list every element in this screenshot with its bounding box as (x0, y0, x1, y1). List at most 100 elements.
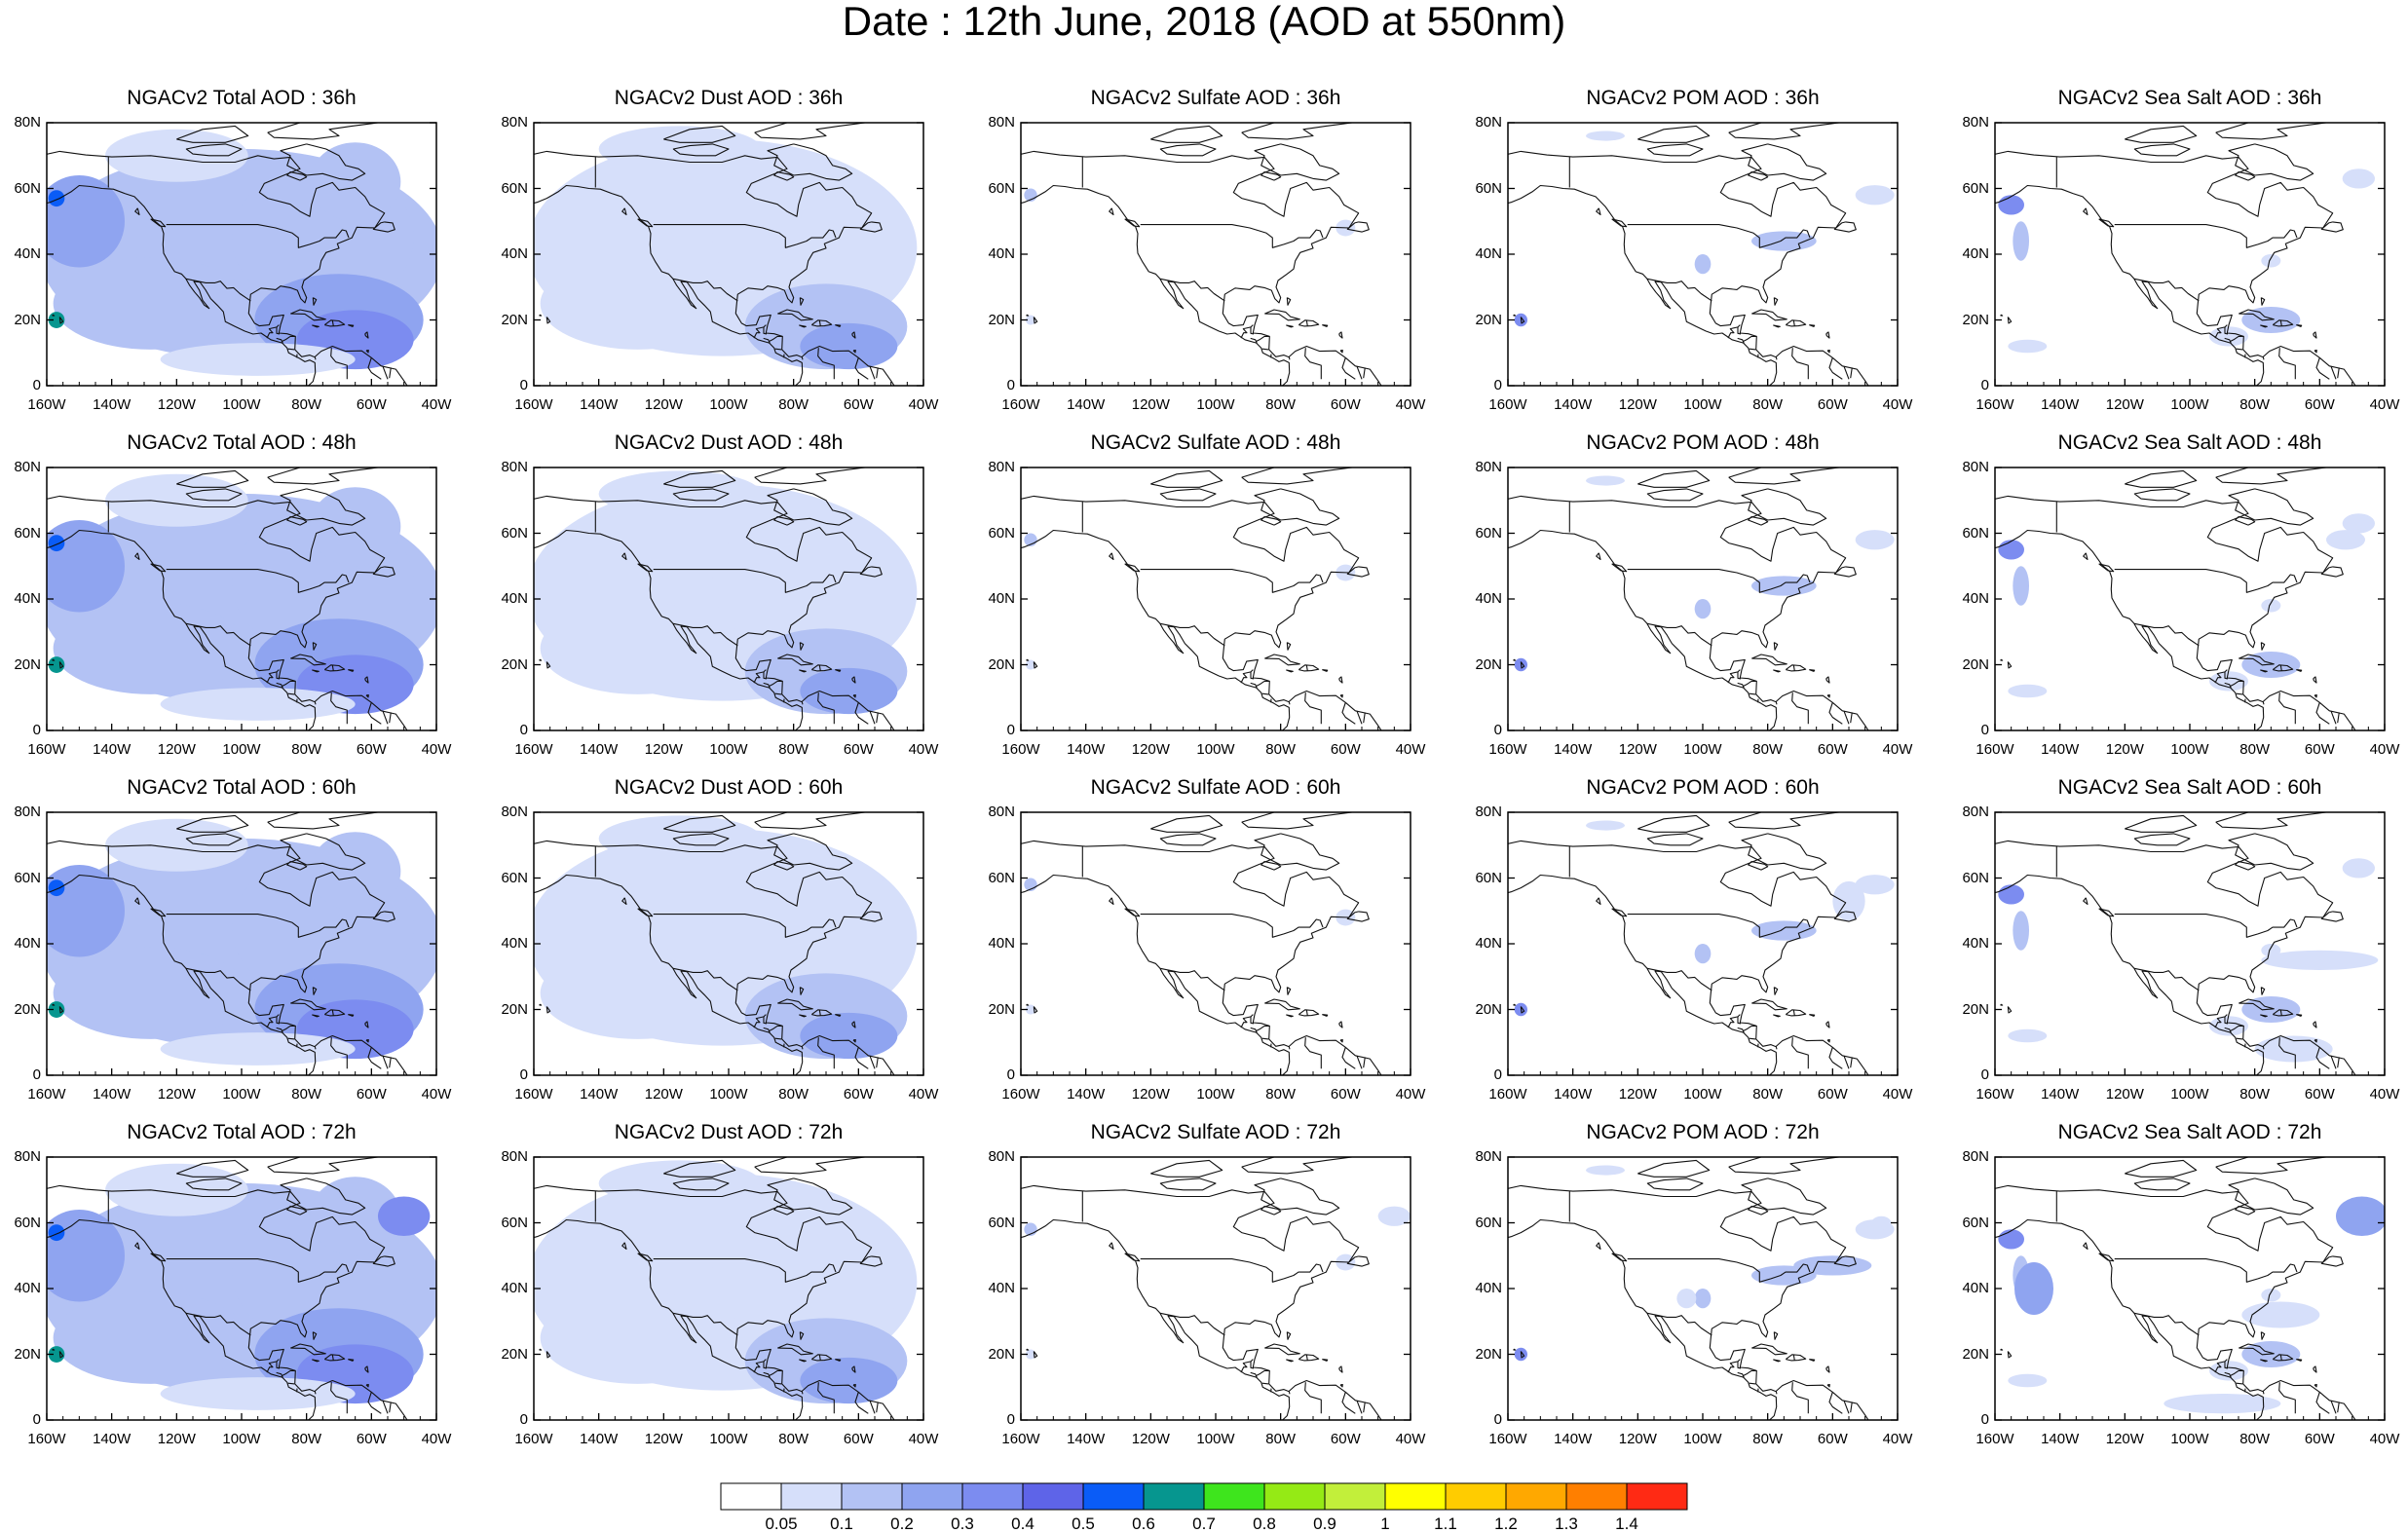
colorbar-tick-label: 0.8 (1243, 1515, 1286, 1533)
lon-tick-label: 160W (997, 397, 1044, 413)
colorbar-tick-label: 0.2 (881, 1515, 923, 1533)
lon-tick-label: 60W (1322, 1087, 1369, 1103)
coastline (1750, 1038, 1756, 1039)
lon-tick-label: 80W (283, 742, 330, 758)
colorbar-swatch (1204, 1483, 1264, 1510)
aod-map (1508, 1157, 1898, 1420)
lon-tick-label: 80W (2232, 1432, 2278, 1447)
lon-tick-label: 60W (835, 397, 882, 413)
lat-tick-label: 60N (0, 1215, 41, 1231)
coastline (2263, 1047, 2264, 1050)
coastline (288, 693, 295, 694)
coastline (2237, 1383, 2243, 1384)
aod-map (47, 467, 436, 730)
panel-title: NGACv2 Dust AOD : 72h (514, 1121, 943, 1144)
aod-contour (2261, 254, 2280, 268)
lon-tick-label: 140W (1063, 1087, 1110, 1103)
aod-contour (54, 947, 248, 1039)
lon-tick-label: 160W (1972, 1087, 2018, 1103)
lon-tick-label: 160W (1485, 1432, 1531, 1447)
lon-tick-label: 160W (510, 742, 557, 758)
lon-tick-label: 40W (2361, 1432, 2408, 1447)
panel-title: NGACv2 POM AOD : 36h (1488, 87, 1917, 110)
aod-contour (541, 1291, 735, 1384)
lon-tick-label: 160W (997, 1432, 1044, 1447)
lat-tick-label: 20N (1461, 1002, 1502, 1018)
lat-tick-label: 20N (974, 1347, 1015, 1363)
coastline (378, 1148, 436, 1149)
aod-contour (161, 343, 356, 376)
lon-tick-label: 120W (1127, 397, 1174, 413)
lon-tick-label: 120W (1127, 1087, 1174, 1103)
lon-tick-label: 160W (23, 397, 70, 413)
lon-tick-label: 140W (1550, 1432, 1597, 1447)
lon-tick-label: 60W (2296, 397, 2343, 413)
lat-tick-label: 40N (1461, 246, 1502, 262)
colorbar-swatch (1506, 1483, 1566, 1510)
lat-tick-label: 80N (1461, 115, 1502, 131)
lon-tick-label: 60W (348, 742, 395, 758)
lat-tick-label: 60N (487, 181, 528, 197)
colorbar-swatch (1325, 1483, 1385, 1510)
lon-tick-label: 40W (1874, 1087, 1921, 1103)
lon-tick-label: 80W (1258, 1432, 1304, 1447)
panel-title: NGACv2 Sea Salt AOD : 60h (1975, 776, 2404, 800)
lat-tick-label: 80N (1461, 804, 1502, 820)
aod-contour (541, 602, 735, 694)
lon-tick-label: 100W (705, 1432, 752, 1447)
lat-tick-label: 60N (0, 181, 41, 197)
lon-tick-label: 40W (900, 1432, 947, 1447)
lon-tick-label: 80W (2232, 742, 2278, 758)
lat-tick-label: 80N (487, 460, 528, 475)
coastline (1289, 1047, 1290, 1050)
aod-map (1021, 467, 1411, 730)
lon-tick-label: 40W (2361, 742, 2408, 758)
colorbar-swatch (1566, 1483, 1627, 1510)
aod-contour (2261, 599, 2280, 613)
lon-tick-label: 160W (1485, 742, 1531, 758)
coastline (1352, 114, 1411, 115)
lon-tick-label: 60W (1809, 1087, 1856, 1103)
lon-tick-label: 140W (1063, 742, 1110, 758)
aod-contour (54, 1291, 248, 1384)
lon-tick-label: 140W (1550, 397, 1597, 413)
aod-contour (49, 1224, 65, 1241)
lon-tick-label: 160W (23, 1087, 70, 1103)
colorbar-tick-label: 0.7 (1183, 1515, 1225, 1533)
lon-tick-label: 140W (2037, 397, 2084, 413)
lon-tick-label: 120W (1614, 1432, 1661, 1447)
lon-tick-label: 140W (1550, 742, 1597, 758)
aod-map (1995, 812, 2385, 1075)
lon-tick-label: 140W (576, 742, 622, 758)
lat-tick-label: 40N (0, 1281, 41, 1296)
lat-tick-label: 20N (0, 313, 41, 328)
lat-tick-label: 80N (0, 1149, 41, 1165)
lon-tick-label: 120W (1614, 742, 1661, 758)
lat-tick-label: 80N (0, 804, 41, 820)
lon-tick-label: 140W (1063, 1432, 1110, 1447)
panel-title: NGACv2 Dust AOD : 60h (514, 776, 943, 800)
lat-tick-label: 60N (1461, 1215, 1502, 1231)
lat-tick-label: 80N (487, 1149, 528, 1165)
lon-tick-label: 100W (1192, 1087, 1239, 1103)
lon-tick-label: 40W (413, 1432, 460, 1447)
colorbar-tick-label: 1.2 (1485, 1515, 1527, 1533)
lat-tick-label: 0 (974, 1067, 1015, 1083)
aod-map (47, 123, 436, 386)
panel-title: NGACv2 Sulfate AOD : 48h (1001, 431, 1430, 455)
lat-tick-label: 80N (974, 804, 1015, 820)
lat-tick-label: 80N (0, 115, 41, 131)
coastline (288, 349, 295, 350)
lon-tick-label: 140W (2037, 1432, 2084, 1447)
aod-contour (800, 323, 897, 369)
lon-tick-label: 100W (1679, 1087, 1726, 1103)
lon-tick-label: 60W (2296, 1087, 2343, 1103)
lon-tick-label: 120W (153, 397, 200, 413)
coastline (2326, 459, 2385, 460)
aod-map (1995, 123, 2385, 386)
lat-tick-label: 40N (1461, 1281, 1502, 1296)
lat-tick-label: 40N (974, 936, 1015, 952)
